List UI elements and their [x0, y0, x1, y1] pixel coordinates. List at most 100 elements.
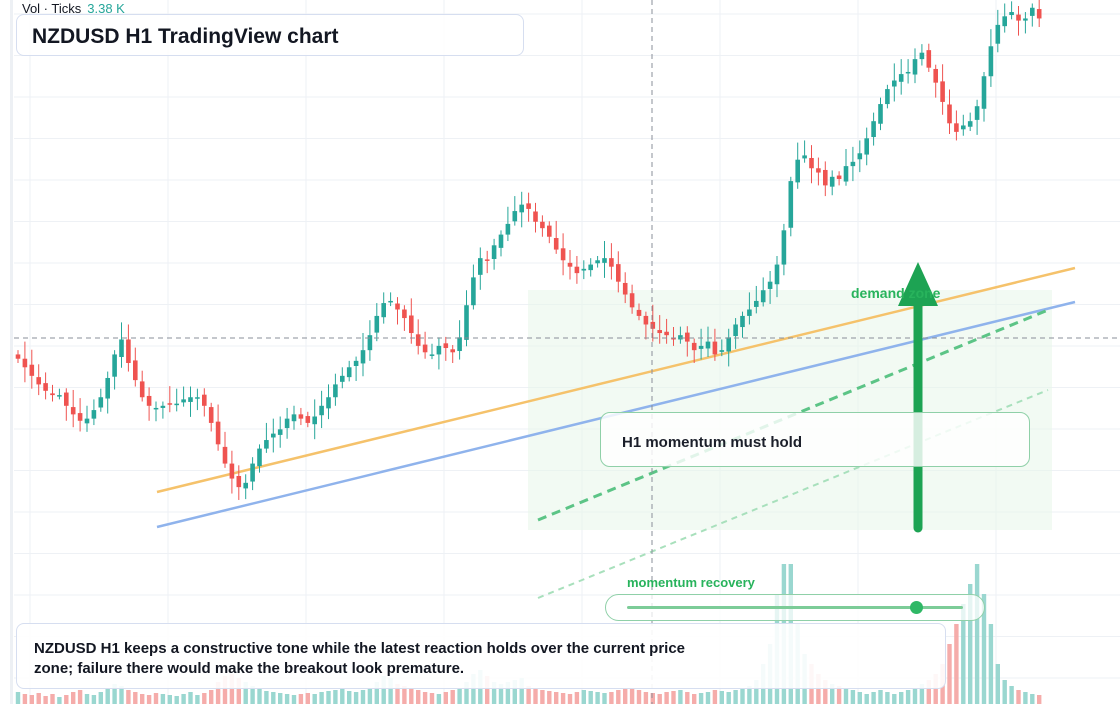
candle-body	[795, 159, 800, 183]
volume-bar	[961, 604, 966, 704]
volume-bar	[409, 688, 414, 704]
volume-bar	[933, 674, 938, 704]
candle-body	[1016, 14, 1021, 21]
candle-body	[650, 321, 656, 329]
volume-bar	[602, 693, 607, 704]
momentum-callout[interactable]: H1 momentum must hold	[600, 412, 1030, 467]
candle-body	[788, 181, 794, 228]
candle-body	[560, 248, 566, 261]
analysis-note-text: NZDUSD H1 keeps a constructive tone whil…	[34, 640, 686, 677]
candle-body	[933, 68, 938, 83]
volume-bar	[657, 694, 662, 704]
volume-bar	[629, 688, 635, 704]
candle-body	[215, 421, 221, 445]
candle-body	[643, 315, 649, 325]
volume-bar	[77, 690, 83, 704]
candle-body	[353, 360, 359, 366]
candle-body	[36, 377, 41, 385]
candle-body	[57, 395, 62, 397]
candle-body	[733, 324, 738, 337]
candle-body	[284, 418, 290, 429]
candle-body	[367, 335, 373, 351]
candle-body	[229, 463, 235, 479]
candle-body	[484, 259, 490, 261]
volume-bar	[547, 691, 552, 704]
candle-body	[312, 416, 317, 425]
volume-bar	[271, 692, 276, 704]
volume-bar	[353, 692, 359, 704]
channel-lower	[537, 389, 1049, 599]
volume-bar	[698, 693, 704, 704]
volume-legend-label: Vol · Ticks	[22, 1, 82, 16]
candle-body	[388, 300, 393, 303]
candle-body	[519, 204, 524, 213]
volume-bar	[1023, 692, 1028, 704]
candle-body	[919, 52, 925, 60]
candle-body	[478, 258, 483, 275]
volume-bar	[616, 690, 621, 704]
candle-body	[947, 104, 952, 124]
volume-bar	[450, 690, 455, 704]
candle-body	[471, 277, 476, 306]
volume-bar	[1037, 695, 1042, 704]
candle-body	[961, 125, 966, 130]
candle-body	[954, 123, 959, 132]
volume-bar	[43, 696, 48, 704]
volume-bar	[988, 624, 994, 704]
volume-bar	[333, 690, 338, 704]
candle-body	[1036, 9, 1042, 19]
volume-bar	[850, 690, 856, 704]
volume-bar	[567, 694, 573, 704]
crosshair	[14, 0, 1120, 704]
candle-body	[540, 221, 545, 229]
candle-body	[685, 332, 690, 342]
candle-body	[1030, 7, 1035, 16]
candle-body	[622, 282, 628, 295]
candle-body	[567, 262, 573, 267]
volume-bar	[1002, 680, 1007, 704]
volume-bar	[712, 690, 718, 704]
volume-bar	[540, 690, 545, 704]
volume-bar	[692, 694, 697, 704]
candle-body	[450, 349, 455, 353]
candle-body	[64, 392, 69, 406]
volume-bar	[367, 688, 373, 704]
candle-body	[657, 330, 662, 334]
candle-body	[995, 24, 1001, 44]
candle-body	[346, 367, 352, 378]
volume-bar	[402, 686, 407, 704]
volume-bar	[664, 692, 669, 704]
volume-bar	[464, 682, 469, 704]
volume-bar	[912, 688, 918, 704]
volume-bar	[740, 688, 745, 704]
volume-bar	[443, 692, 448, 704]
volume-bar	[554, 692, 559, 704]
momentum-label: momentum recovery	[627, 575, 755, 590]
volume-bar	[174, 696, 179, 704]
momentum-slider[interactable]	[605, 594, 985, 621]
volume-legend-value: 3.38 K	[87, 1, 125, 16]
candle-body	[774, 264, 780, 285]
momentum-thumb[interactable]	[909, 601, 923, 614]
candle-body	[333, 384, 338, 398]
volume-bar	[733, 690, 738, 704]
candle-body	[326, 397, 331, 409]
candle-body	[464, 305, 469, 340]
volume-legend[interactable]: Vol · Ticks 3.38 K	[22, 1, 125, 16]
candle-body	[740, 315, 745, 328]
volume-bar	[98, 692, 103, 704]
candle-body	[360, 350, 366, 364]
volume-bar	[381, 676, 386, 704]
analysis-note: NZDUSD H1 keeps a constructive tone whil…	[16, 623, 946, 689]
candle-body	[491, 245, 497, 259]
volume-bar	[347, 691, 352, 704]
candle-body	[70, 407, 76, 415]
candle-body	[616, 264, 621, 282]
volume-bar	[112, 684, 117, 704]
candle-body	[988, 46, 994, 77]
volume-bar	[505, 682, 511, 704]
volume-bar	[705, 692, 711, 704]
volume-bar	[278, 693, 283, 704]
volume-bar	[954, 624, 959, 704]
